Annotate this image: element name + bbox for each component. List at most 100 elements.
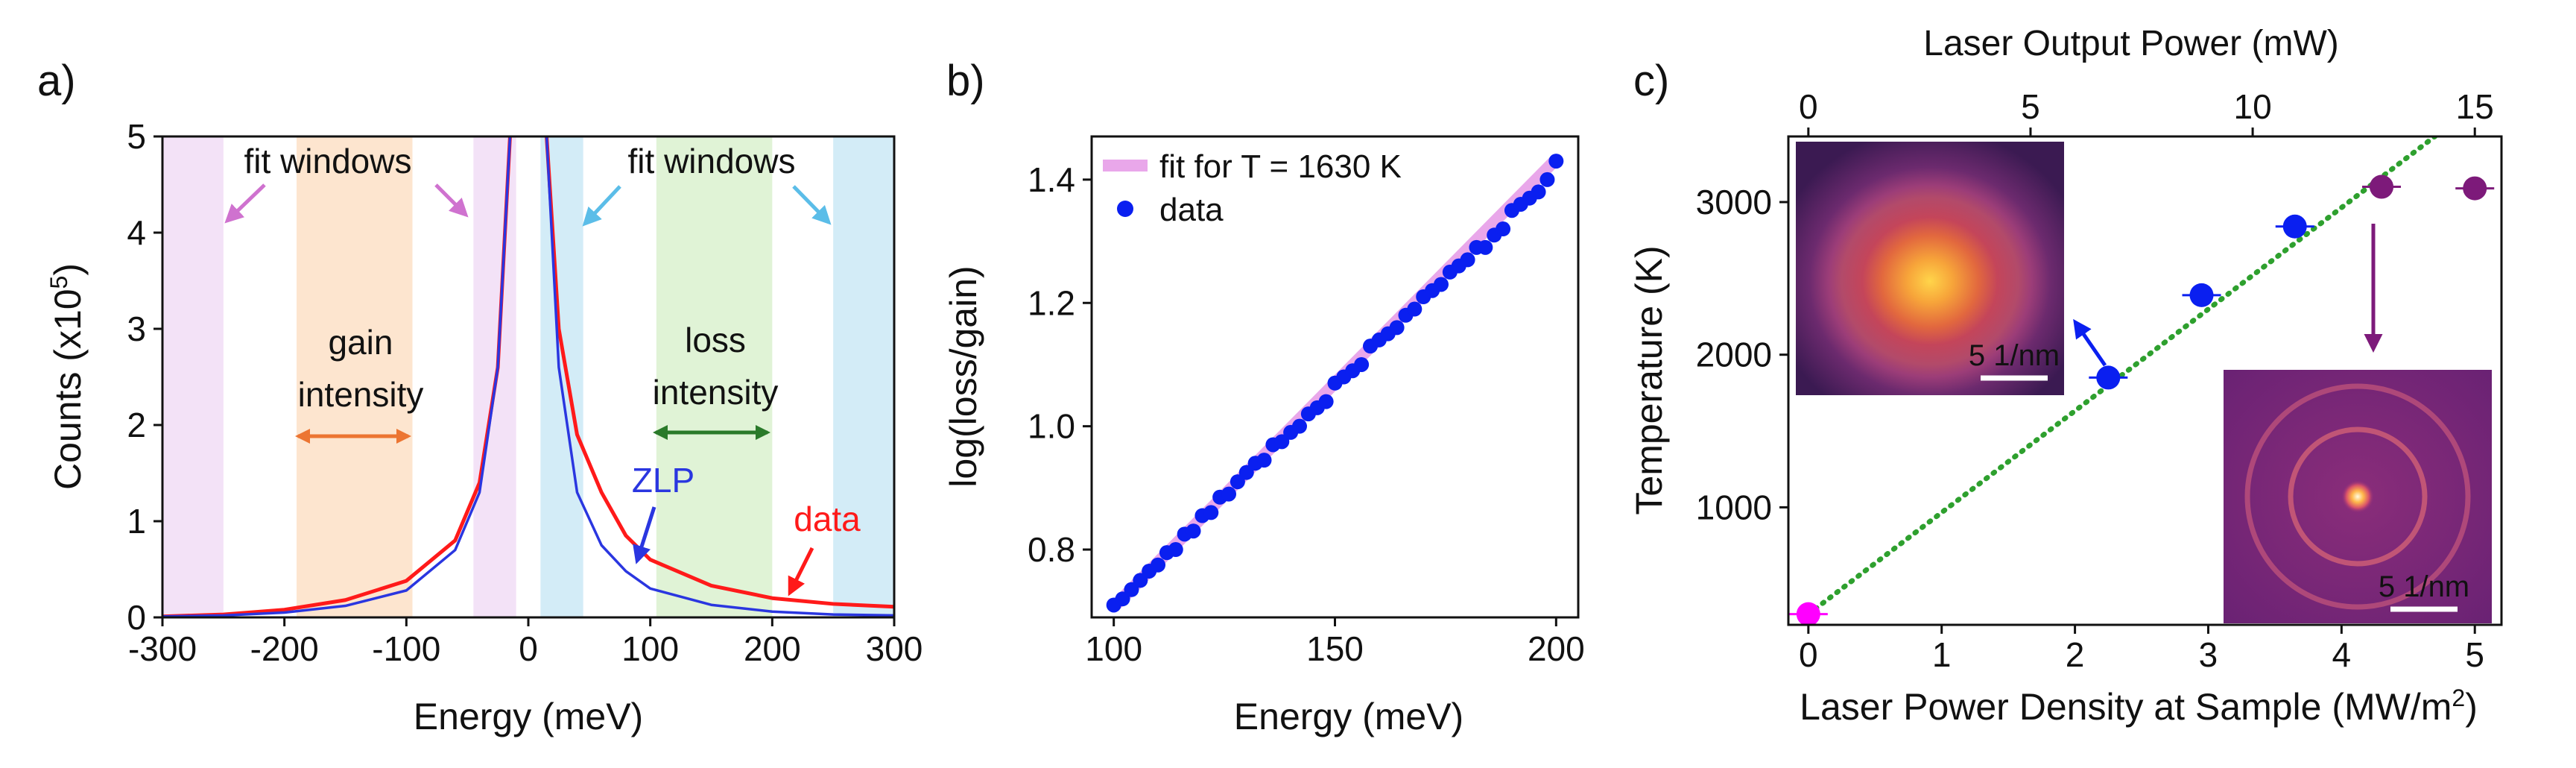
panel-a-label: a) xyxy=(37,57,76,105)
panel-a: a) -300 -200 -100 0 100 200 300 0 1 2 3 4 5 Energy (… xyxy=(37,57,923,737)
y-tick-label: 1000 xyxy=(1696,488,1772,526)
inset-2-outer-ring xyxy=(2244,383,2471,610)
inset-image-1 xyxy=(1796,142,2064,395)
y-tick-label: 3 xyxy=(127,309,146,348)
x-tick-label: 4 xyxy=(2332,635,2352,674)
y-tick-label: 5 xyxy=(127,117,146,156)
panel-a-xlabel: Energy (meV) xyxy=(414,696,643,737)
zlp-arrow xyxy=(633,506,656,564)
data-point xyxy=(1151,557,1166,573)
data-point xyxy=(1230,474,1245,490)
data-point xyxy=(1203,505,1219,520)
room-temp-point xyxy=(1796,602,1820,626)
inset-1-pointer-arrow xyxy=(2073,318,2107,367)
panel-b-xlabel: Energy (meV) xyxy=(1234,696,1463,737)
zlp-curve xyxy=(162,136,512,617)
x-tick-label: 100 xyxy=(621,629,679,668)
fit-window-arrow xyxy=(434,183,469,218)
panel-c-label: c) xyxy=(1633,57,1669,105)
shaded-window xyxy=(162,136,224,617)
y-tick-label: 1 xyxy=(127,502,146,541)
panel-a-frame xyxy=(161,135,896,619)
temperature-point xyxy=(2096,365,2121,390)
panel-c-ylabel: Temperature (K) xyxy=(1628,245,1670,514)
data-point xyxy=(1256,453,1272,468)
panel-c: c) 5 1/nm 5 1/nm 0 1 2 3 4 5 0 5 10 15 1000 2000 300… xyxy=(1628,24,2503,728)
x-tick-label: -300 xyxy=(128,629,197,668)
temperature-point xyxy=(2370,174,2394,199)
data-point xyxy=(1496,221,1511,237)
top-x-tick-label: 5 xyxy=(2021,87,2040,126)
y-tick-label: 0.8 xyxy=(1028,530,1075,569)
shaded-window xyxy=(297,136,413,617)
fit-windows-right-label: fit windows xyxy=(628,142,796,180)
y-tick-label: 2 xyxy=(127,406,146,444)
x-tick-label: 0 xyxy=(519,629,538,668)
data-point xyxy=(1168,542,1183,558)
fit-window-arrow xyxy=(792,185,832,225)
data-point xyxy=(1238,465,1254,480)
x-tick-label: 5 xyxy=(2465,635,2484,674)
inset-2-inner-ring xyxy=(2288,427,2428,567)
diffraction-inset-max: 5 1/nm xyxy=(2224,370,2492,623)
zlp-curve xyxy=(545,136,894,617)
temperature-point xyxy=(2282,214,2307,239)
gain-label-line2: intensity xyxy=(298,375,424,414)
data-point xyxy=(1531,184,1546,200)
legend-fit-label: fit for T = 1630 K xyxy=(1159,148,1402,185)
temperature-point xyxy=(2189,283,2214,307)
legend-data-swatch xyxy=(1117,201,1133,217)
x-tick-label: 0 xyxy=(1799,635,1818,674)
inset-2-center-spot xyxy=(2341,480,2374,513)
diffraction-inset-hot: 5 1/nm xyxy=(1796,142,2064,395)
panel-c-xlabel: Laser Power Density at Sample (MW/m2) xyxy=(1800,684,2478,728)
x-tick-label: 2 xyxy=(2066,635,2085,674)
data-point xyxy=(1318,394,1334,409)
data-point xyxy=(1133,573,1148,588)
y-tick-label: 0 xyxy=(127,598,146,637)
y-tick-label: 3000 xyxy=(1696,183,1772,221)
data-point xyxy=(1407,301,1423,317)
top-x-tick-label: 10 xyxy=(2234,87,2272,126)
y-tick-label: 1.4 xyxy=(1028,160,1075,199)
zlp-label: ZLP xyxy=(632,461,694,500)
data-point xyxy=(1354,356,1370,372)
data-point xyxy=(1124,582,1139,597)
inset-1-scale-label: 5 1/nm xyxy=(1969,339,2060,372)
y-tick-label: 4 xyxy=(127,213,146,252)
x-tick-label: 200 xyxy=(744,629,801,668)
panel-b: b) 100 150 200 0.8 1.0 1.2 1.4 fit for T = 163… xyxy=(943,57,1585,737)
fit-windows-left-label: fit windows xyxy=(244,142,412,180)
data-point xyxy=(1292,418,1308,434)
data-point xyxy=(1548,154,1564,169)
data-point xyxy=(1433,277,1449,292)
x-tick-label: 200 xyxy=(1528,629,1585,668)
y-tick-label: 1.2 xyxy=(1028,283,1075,322)
shaded-window xyxy=(540,136,583,617)
fit-window-arrow xyxy=(582,185,621,227)
x-tick-label: -200 xyxy=(250,629,319,668)
data-point xyxy=(1115,591,1130,607)
x-tick-label: 1 xyxy=(1932,635,1952,674)
loss-label-line2: intensity xyxy=(653,373,779,412)
data-label: data xyxy=(794,500,861,538)
x-tick-label: 300 xyxy=(866,629,923,668)
data-point xyxy=(1460,252,1475,268)
top-x-tick-label: 0 xyxy=(1799,87,1818,126)
panel-a-ylabel: Counts (x105) xyxy=(45,263,89,490)
panel-c-frame xyxy=(1787,135,2503,626)
x-tick-label: 100 xyxy=(1085,629,1142,668)
x-tick-label: -100 xyxy=(372,629,440,668)
data-point xyxy=(1186,523,1201,539)
data-point xyxy=(1274,434,1290,450)
fit-window-arrow xyxy=(224,183,266,224)
temperature-point xyxy=(2463,176,2487,201)
panel-b-ylabel: log(loss/gain) xyxy=(943,265,984,487)
data-arrow xyxy=(788,547,814,597)
y-tick-label: 1.0 xyxy=(1028,407,1075,446)
gain-label-line1: gain xyxy=(329,323,393,362)
shaded-window xyxy=(833,136,894,617)
data-point xyxy=(1539,171,1555,187)
legend-data-label: data xyxy=(1159,192,1224,228)
